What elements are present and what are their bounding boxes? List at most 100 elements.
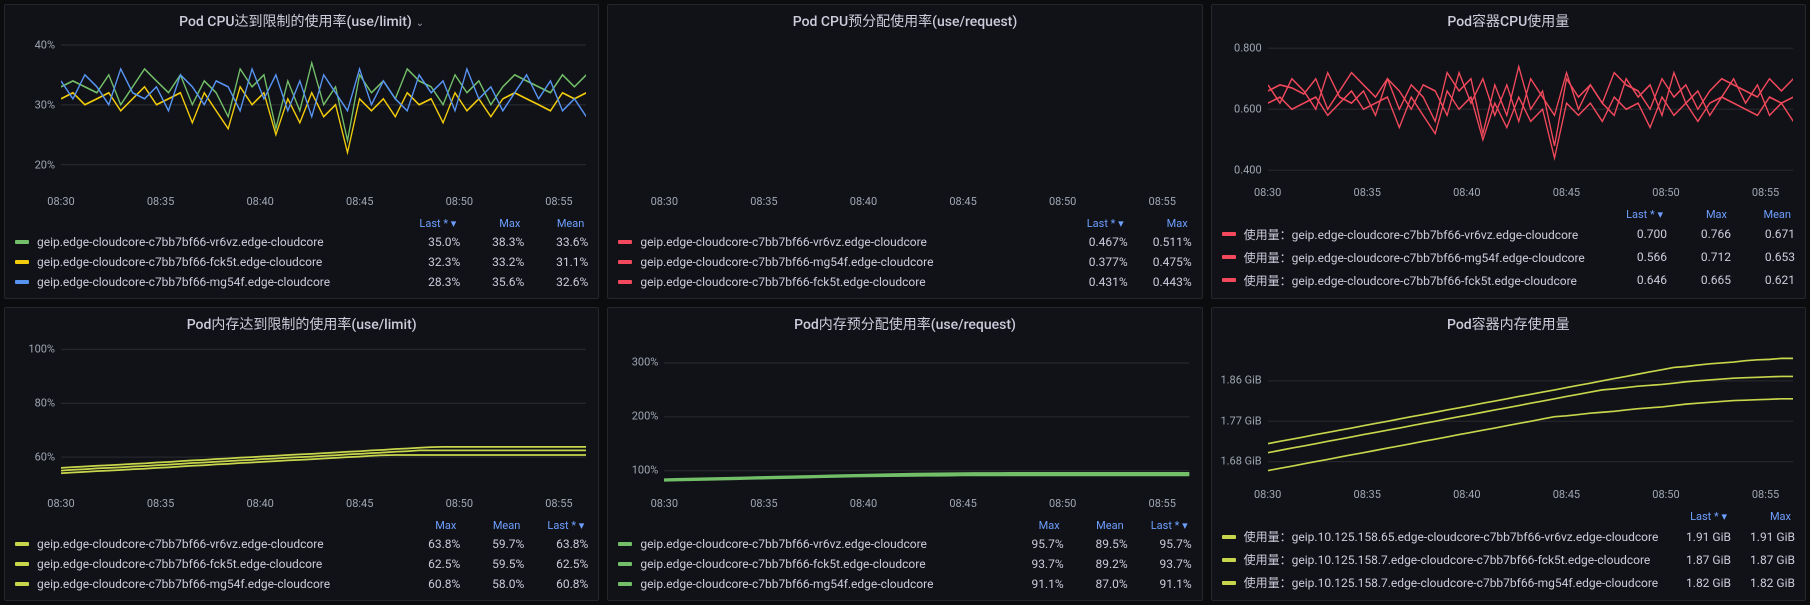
legend: Last * ▾ Max 使用量：geip.10.125.158.65.edge-c… bbox=[1212, 506, 1805, 600]
legend-item[interactable]: geip.edge-cloudcore-c7bb7bf66-fck5t.edge… bbox=[15, 554, 588, 574]
legend-value: 32.6% bbox=[542, 275, 588, 289]
x-tick-label: 08:30 bbox=[1254, 186, 1281, 204]
legend-values: 0.377%0.475% bbox=[1082, 255, 1192, 269]
legend-item[interactable]: geip.edge-cloudcore-c7bb7bf66-vr6vz.edge… bbox=[618, 534, 1191, 554]
panel-title-text: Pod容器CPU使用量 bbox=[1447, 14, 1569, 30]
x-tick-label: 08:55 bbox=[1752, 186, 1779, 204]
legend-values: 60.8%58.0%60.8% bbox=[414, 577, 588, 591]
legend-column-header[interactable]: Last * ▾ bbox=[1078, 217, 1124, 230]
legend: Last * ▾ Max Mean geip.edge-cloudcore-c7bb7… bbox=[5, 213, 598, 298]
legend-column-header[interactable]: Max bbox=[1014, 519, 1060, 532]
legend-label: geip.edge-cloudcore-c7bb7bf66-vr6vz.edge… bbox=[640, 537, 1017, 551]
x-tick-label: 08:55 bbox=[1752, 488, 1779, 506]
panel-title[interactable]: Pod CPU预分配使用率(use/request) bbox=[608, 5, 1201, 33]
y-tick-label: 1.77 GiB bbox=[1220, 414, 1261, 427]
legend-values: 0.6460.6650.621 bbox=[1621, 273, 1795, 287]
y-tick-label: 200% bbox=[632, 410, 659, 423]
panel-mem-usage: Pod容器内存使用量1.68 GiB1.77 GiB1.86 GiB08:300… bbox=[1211, 307, 1806, 602]
chart-area[interactable]: 60%80%100% bbox=[5, 336, 598, 498]
panel-title-text: Pod内存达到限制的使用率(use/limit) bbox=[187, 317, 417, 333]
legend-value: 0.646 bbox=[1621, 273, 1667, 287]
legend-item[interactable]: geip.edge-cloudcore-c7bb7bf66-mg54f.edge… bbox=[15, 272, 588, 292]
plot[interactable] bbox=[61, 33, 586, 195]
legend-item[interactable]: geip.edge-cloudcore-c7bb7bf66-vr6vz.edge… bbox=[15, 232, 588, 252]
legend-value: 59.5% bbox=[478, 557, 524, 571]
legend-swatch bbox=[618, 260, 632, 264]
chart-area[interactable]: 1.68 GiB1.77 GiB1.86 GiB bbox=[1212, 336, 1805, 489]
legend-value: 35.0% bbox=[414, 235, 460, 249]
plot[interactable] bbox=[1268, 336, 1793, 489]
x-tick-label: 08:30 bbox=[47, 195, 74, 213]
legend-column-header[interactable]: Last * ▾ bbox=[1142, 519, 1188, 532]
y-tick-label: 300% bbox=[632, 356, 659, 369]
panel-title[interactable]: Pod CPU达到限制的使用率(use/limit)⌄ bbox=[5, 5, 598, 33]
plot[interactable] bbox=[1268, 33, 1793, 186]
legend-column-header[interactable]: Max bbox=[410, 519, 456, 532]
legend-column-header[interactable]: Mean bbox=[1078, 519, 1124, 532]
panel-title[interactable]: Pod容器内存使用量 bbox=[1212, 308, 1805, 336]
chart-area[interactable] bbox=[608, 33, 1201, 195]
x-axis: 08:3008:3508:4008:4508:5008:55 bbox=[5, 195, 598, 213]
legend-item[interactable]: 使用量：geip.10.125.158.65.edge-cloudcore-c7… bbox=[1222, 525, 1795, 548]
legend-label: 使用量：geip.edge-cloudcore-c7bb7bf66-mg54f.… bbox=[1244, 249, 1621, 266]
legend-value: 0.566 bbox=[1621, 250, 1667, 264]
legend-column-header[interactable]: Last * ▾ bbox=[410, 217, 456, 230]
y-tick-label: 1.86 GiB bbox=[1220, 374, 1261, 387]
legend-value: 1.91 GiB bbox=[1749, 530, 1795, 544]
legend-item[interactable]: geip.edge-cloudcore-c7bb7bf66-mg54f.edge… bbox=[618, 574, 1191, 594]
legend-item[interactable]: geip.edge-cloudcore-c7bb7bf66-vr6vz.edge… bbox=[618, 232, 1191, 252]
y-axis: 100%200%300% bbox=[612, 336, 664, 498]
legend-value: 58.0% bbox=[478, 577, 524, 591]
x-tick-label: 08:55 bbox=[545, 195, 572, 213]
x-tick-label: 08:50 bbox=[1652, 488, 1679, 506]
legend-item[interactable]: geip.edge-cloudcore-c7bb7bf66-fck5t.edge… bbox=[618, 272, 1191, 292]
legend-values: 28.3%35.6%32.6% bbox=[414, 275, 588, 289]
legend-item[interactable]: geip.edge-cloudcore-c7bb7bf66-fck5t.edge… bbox=[15, 252, 588, 272]
x-tick-label: 08:45 bbox=[949, 497, 976, 515]
legend-values: 91.1%87.0%91.1% bbox=[1018, 577, 1192, 591]
legend-column-header[interactable]: Max bbox=[1681, 208, 1727, 221]
legend-item[interactable]: 使用量：geip.edge-cloudcore-c7bb7bf66-fck5t.… bbox=[1222, 269, 1795, 292]
legend-column-header[interactable]: Last * ▾ bbox=[1617, 208, 1663, 221]
legend-item[interactable]: geip.edge-cloudcore-c7bb7bf66-fck5t.edge… bbox=[618, 554, 1191, 574]
legend-item[interactable]: geip.edge-cloudcore-c7bb7bf66-vr6vz.edge… bbox=[15, 534, 588, 554]
panel-title[interactable]: Pod内存预分配使用率(use/request) bbox=[608, 308, 1201, 336]
legend-value: 91.1% bbox=[1018, 577, 1064, 591]
legend-values: 1.87 GiB1.87 GiB bbox=[1685, 553, 1795, 567]
legend-item[interactable]: 使用量：geip.edge-cloudcore-c7bb7bf66-mg54f.… bbox=[1222, 246, 1795, 269]
chart-area[interactable]: 100%200%300% bbox=[608, 336, 1201, 498]
legend-values: 93.7%89.2%93.7% bbox=[1018, 557, 1192, 571]
legend: Last * ▾ Max Mean 使用量：geip.edge-cloudcore-c… bbox=[1212, 204, 1805, 298]
legend-values: 0.7000.7660.671 bbox=[1621, 227, 1795, 241]
plot[interactable] bbox=[664, 33, 1189, 195]
legend-label: geip.edge-cloudcore-c7bb7bf66-mg54f.edge… bbox=[37, 577, 414, 591]
x-tick-label: 08:55 bbox=[1149, 497, 1176, 515]
plot[interactable] bbox=[664, 336, 1189, 498]
x-axis: 08:3008:3508:4008:4508:5008:55 bbox=[1212, 488, 1805, 506]
legend-column-header[interactable]: Mean bbox=[1745, 208, 1791, 221]
legend-swatch bbox=[15, 260, 29, 264]
legend-value: 1.87 GiB bbox=[1749, 553, 1795, 567]
legend-column-header[interactable]: Mean bbox=[474, 519, 520, 532]
legend-item[interactable]: 使用量：geip.edge-cloudcore-c7bb7bf66-vr6vz.… bbox=[1222, 223, 1795, 246]
legend-item[interactable]: 使用量：geip.10.125.158.7.edge-cloudcore-c7b… bbox=[1222, 571, 1795, 594]
legend-column-header[interactable]: Max bbox=[474, 217, 520, 230]
legend-item[interactable]: 使用量：geip.10.125.158.7.edge-cloudcore-c7b… bbox=[1222, 548, 1795, 571]
legend-value: 0.443% bbox=[1146, 275, 1192, 289]
legend-value: 63.8% bbox=[542, 537, 588, 551]
legend-column-header[interactable]: Max bbox=[1142, 217, 1188, 230]
panel-title[interactable]: Pod内存达到限制的使用率(use/limit) bbox=[5, 308, 598, 336]
legend-value: 62.5% bbox=[542, 557, 588, 571]
legend-column-header[interactable]: Mean bbox=[538, 217, 584, 230]
legend-label: 使用量：geip.10.125.158.7.edge-cloudcore-c7b… bbox=[1244, 551, 1685, 568]
legend-column-header[interactable]: Max bbox=[1745, 510, 1791, 523]
panel-title[interactable]: Pod容器CPU使用量 bbox=[1212, 5, 1805, 33]
legend-column-header[interactable]: Last * ▾ bbox=[1681, 510, 1727, 523]
chevron-down-icon[interactable]: ⌄ bbox=[416, 18, 424, 29]
chart-area[interactable]: 20%30%40% bbox=[5, 33, 598, 195]
legend-column-header[interactable]: Last * ▾ bbox=[538, 519, 584, 532]
legend-item[interactable]: geip.edge-cloudcore-c7bb7bf66-mg54f.edge… bbox=[618, 252, 1191, 272]
legend-item[interactable]: geip.edge-cloudcore-c7bb7bf66-mg54f.edge… bbox=[15, 574, 588, 594]
plot[interactable] bbox=[61, 336, 586, 498]
chart-area[interactable]: 0.4000.6000.800 bbox=[1212, 33, 1805, 186]
